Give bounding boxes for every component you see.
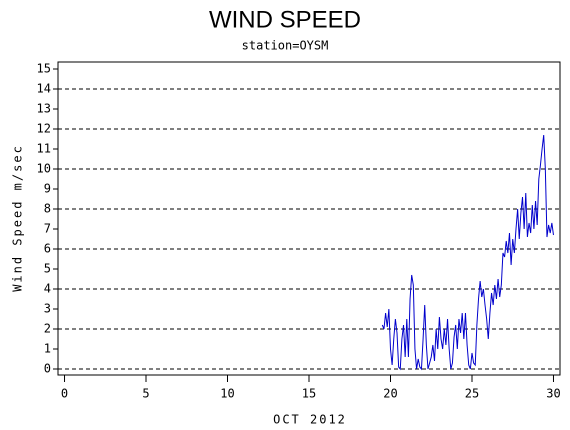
y-tick-label: 12 [37, 122, 51, 136]
y-tick-label: 0 [44, 362, 51, 376]
x-tick-label: 30 [546, 387, 560, 401]
plot-frame [57, 61, 561, 376]
chart-subtitle: station=OYSM [242, 39, 329, 53]
x-tick-label: 20 [383, 387, 397, 401]
y-tick-label: 3 [44, 302, 51, 316]
y-tick-label: 1 [44, 342, 51, 356]
y-tick-label: 15 [37, 62, 51, 76]
y-tick-label: 11 [37, 142, 51, 156]
y-tick-label: 6 [44, 242, 51, 256]
y-tick-label: 14 [37, 82, 51, 96]
y-tick-label: 13 [37, 102, 51, 116]
y-axis-label: Wind Speed m/sec [11, 144, 25, 292]
data-line [381, 134, 554, 371]
x-tick-label: 15 [302, 387, 316, 401]
y-tick-label: 10 [37, 162, 51, 176]
y-tick-label: 7 [44, 222, 51, 236]
x-tick-label: 5 [142, 387, 149, 401]
y-tick-label: 2 [44, 322, 51, 336]
y-tick-label: 8 [44, 202, 51, 216]
y-tick-label: 9 [44, 182, 51, 196]
x-tick-label: 0 [61, 387, 68, 401]
y-tick-label: 5 [44, 262, 51, 276]
chart-title: WIND SPEED [209, 6, 361, 33]
x-tick-label: 25 [465, 387, 479, 401]
x-tick-label: 10 [220, 387, 234, 401]
y-tick-label: 4 [44, 282, 51, 296]
x-axis-label: OCT 2012 [273, 413, 347, 427]
